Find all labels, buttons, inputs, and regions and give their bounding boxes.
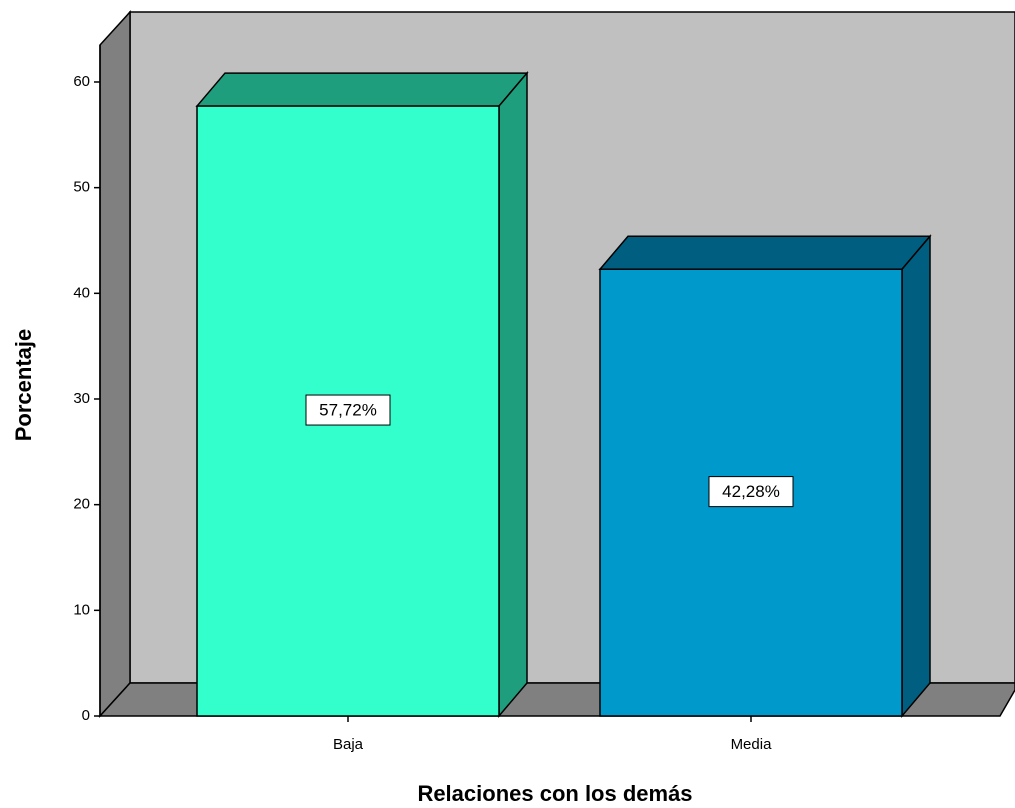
- value-label-box: [305, 394, 391, 426]
- bar-top: [598, 235, 932, 270]
- y-tick-label: 10: [73, 601, 90, 618]
- x-axis-title: Relaciones con los demás: [417, 781, 692, 806]
- y-tick-label: 50: [73, 179, 90, 196]
- y-axis-title: Porcentaje: [11, 329, 36, 442]
- y-tick-label: 60: [73, 73, 90, 90]
- bar-top: [195, 72, 529, 107]
- bar-side: [901, 234, 931, 719]
- y-tick-label: 40: [73, 284, 90, 301]
- y-tick-label: 20: [73, 496, 90, 513]
- x-tick-label: Media: [731, 736, 773, 753]
- value-label: 42,28%: [722, 482, 780, 501]
- x-tick-label: Baja: [333, 736, 364, 753]
- y-tick-label: 30: [73, 390, 90, 407]
- y-tick-label: 0: [82, 707, 90, 724]
- value-label: 57,72%: [319, 401, 377, 420]
- value-label-box: [708, 476, 794, 508]
- bar-side: [498, 71, 528, 719]
- side-wall: [99, 10, 131, 718]
